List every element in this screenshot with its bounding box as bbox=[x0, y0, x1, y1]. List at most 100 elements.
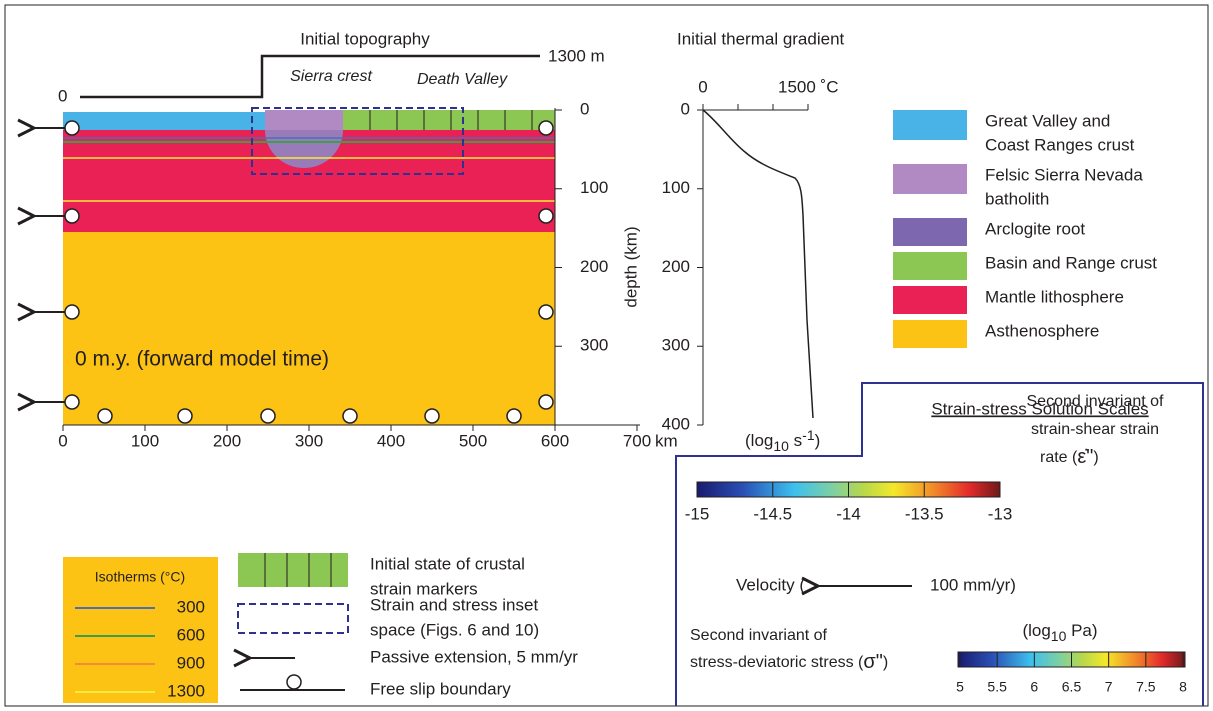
place-label: Sierra crest bbox=[290, 68, 372, 85]
gv-crust bbox=[63, 112, 265, 130]
slip-circle bbox=[538, 394, 554, 410]
colorbar-label: 6 bbox=[1030, 679, 1038, 695]
slip-circle bbox=[260, 408, 276, 424]
stress-ticks: 5 5.5 6 6.5 7 7.5 8 bbox=[956, 652, 1187, 695]
topo-title: Initial topography bbox=[300, 29, 430, 48]
legend-text: Strain and stress inset bbox=[370, 595, 538, 614]
isotherm-title: Isotherms (°C) bbox=[95, 569, 185, 585]
slip-circle bbox=[538, 120, 554, 136]
slip-circle bbox=[538, 208, 554, 224]
unit-label: Coast Ranges crust bbox=[985, 135, 1135, 154]
unit-sup: -1 bbox=[802, 427, 815, 443]
time-label: 0 m.y. (forward model time) bbox=[75, 348, 329, 371]
asthenosphere bbox=[63, 232, 555, 425]
model: 0 m.y. (forward model time) bbox=[34, 107, 640, 426]
depth-tick-label: 200 bbox=[580, 257, 608, 276]
inset-box bbox=[251, 107, 464, 175]
x-tick-label: 200 bbox=[213, 431, 241, 450]
depth-tick-label: 0 bbox=[681, 99, 690, 118]
depth-tick-label: 0 bbox=[580, 99, 589, 118]
x-tick-label: 0 bbox=[58, 431, 67, 450]
colorbar-label: 8 bbox=[1179, 679, 1187, 695]
slip-circle bbox=[97, 408, 113, 424]
depth-tick-label: 300 bbox=[580, 336, 608, 355]
unit-part: (log bbox=[1022, 621, 1050, 640]
x-unit: km bbox=[655, 431, 678, 450]
isotherm-legend: 300 600 900 1300 bbox=[75, 597, 205, 700]
slip-circle bbox=[342, 408, 358, 424]
unit-sub: 10 bbox=[1051, 628, 1067, 644]
slip-circle bbox=[506, 408, 522, 424]
depth-tick-label: 100 bbox=[662, 178, 690, 197]
colorbar-label: -13 bbox=[988, 504, 1013, 523]
slip-circle bbox=[64, 208, 80, 224]
legend-text: Passive extension, 5 mm/yr bbox=[370, 647, 578, 666]
temp-tick-label: 1500 ˚C bbox=[778, 77, 838, 96]
topo-line bbox=[80, 54, 540, 99]
unit-part: (log bbox=[745, 431, 773, 450]
label-part: stress-deviatoric stress ( bbox=[690, 654, 864, 671]
isotherm-label: 600 bbox=[177, 625, 205, 644]
slip-circle bbox=[424, 408, 440, 424]
slip-circle bbox=[538, 304, 554, 320]
isotherm-label: 1300 bbox=[167, 681, 205, 700]
strain-ticks: -15 -14.5 -14 -13.5 -13 bbox=[685, 482, 1013, 523]
slip-circle bbox=[286, 674, 302, 690]
x-tick-label: 600 bbox=[541, 431, 569, 450]
legend-text: Initial state of crustal bbox=[370, 554, 525, 573]
temp-tick-label: 0 bbox=[698, 77, 707, 96]
isotherm-box bbox=[63, 557, 218, 703]
strain-unit: (log10 s-1) bbox=[745, 427, 820, 454]
x-tick-label: 500 bbox=[459, 431, 487, 450]
batholith bbox=[265, 110, 343, 130]
x-tick-label: 300 bbox=[295, 431, 323, 450]
isotherm-label: 900 bbox=[177, 653, 205, 672]
unit-swatch bbox=[893, 218, 967, 246]
stress-unit: (log10 Pa) bbox=[1022, 621, 1097, 643]
unit-label: Asthenosphere bbox=[985, 321, 1099, 340]
symbol: ε̇" bbox=[1077, 446, 1093, 468]
thermal-title: Initial thermal gradient bbox=[677, 29, 845, 48]
x-tick-label: 100 bbox=[131, 431, 159, 450]
x-tick-label: 700 bbox=[623, 431, 651, 450]
colorbar-label: -14.5 bbox=[753, 504, 792, 523]
symbol: σ" bbox=[863, 651, 882, 673]
strain-markers bbox=[369, 110, 533, 130]
frame bbox=[4, 4, 1209, 707]
geotherm bbox=[702, 109, 814, 419]
colorbar-label: 6.5 bbox=[1062, 679, 1082, 695]
markers-swatch bbox=[238, 553, 348, 587]
unit-label: Arclogite root bbox=[985, 219, 1085, 238]
unit-label: batholith bbox=[985, 189, 1049, 208]
colorbar-label: -15 bbox=[685, 504, 710, 523]
scale-label: stress-deviatoric stress (σ") bbox=[690, 651, 888, 673]
unit-part: Pa) bbox=[1066, 621, 1097, 640]
unit-label: Great Valley and bbox=[985, 111, 1110, 130]
units-legend: Great Valley and Coast Ranges crust Felsic… bbox=[893, 110, 1157, 348]
legend-text: Free slip boundary bbox=[370, 679, 511, 698]
unit-label: Mantle lithosphere bbox=[985, 287, 1124, 306]
topo-label: 1300 m bbox=[548, 46, 605, 65]
unit-part: s bbox=[789, 431, 802, 450]
scale-label: rate (ε̇") bbox=[1040, 446, 1099, 468]
scale-label: Second invariant of bbox=[690, 627, 828, 644]
label-part: rate ( bbox=[1040, 449, 1078, 466]
depth-tick-label: 200 bbox=[662, 257, 690, 276]
scales-box bbox=[675, 382, 1204, 706]
isotherm-label: 300 bbox=[177, 597, 205, 616]
depth-tick-label: 100 bbox=[580, 178, 608, 197]
boundary-conditions bbox=[34, 120, 554, 424]
colorbar-label: -14 bbox=[836, 504, 861, 523]
slip-circle bbox=[64, 120, 80, 136]
depth-title: depth (km) bbox=[621, 226, 640, 307]
colorbar-label: 7 bbox=[1105, 679, 1113, 695]
unit-swatch bbox=[893, 320, 967, 348]
scale-label: strain-shear strain bbox=[1031, 421, 1159, 438]
unit-swatch bbox=[893, 110, 967, 140]
depth-tick-label: 400 bbox=[662, 414, 690, 433]
unit-swatch bbox=[893, 164, 967, 194]
unit-swatch bbox=[893, 252, 967, 280]
legend-text: space (Figs. 6 and 10) bbox=[370, 620, 539, 639]
